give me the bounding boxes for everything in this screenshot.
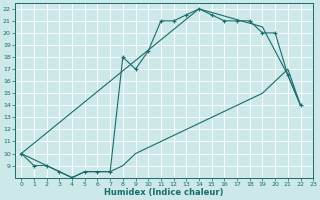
X-axis label: Humidex (Indice chaleur): Humidex (Indice chaleur) [104, 188, 224, 197]
